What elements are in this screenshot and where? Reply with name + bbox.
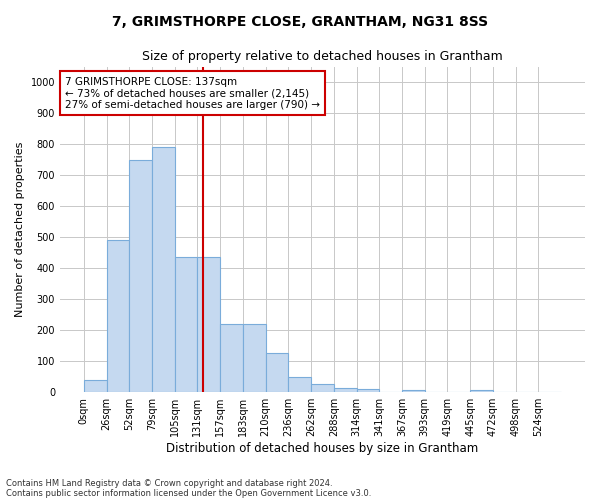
Bar — [197, 258, 220, 392]
Bar — [289, 376, 311, 392]
Bar — [220, 324, 243, 392]
Bar — [175, 258, 197, 392]
Bar — [311, 384, 334, 392]
Text: 7 GRIMSTHORPE CLOSE: 137sqm
← 73% of detached houses are smaller (2,145)
27% of : 7 GRIMSTHORPE CLOSE: 137sqm ← 73% of det… — [65, 76, 320, 110]
Title: Size of property relative to detached houses in Grantham: Size of property relative to detached ho… — [142, 50, 503, 63]
Bar — [356, 389, 379, 392]
X-axis label: Distribution of detached houses by size in Grantham: Distribution of detached houses by size … — [166, 442, 479, 455]
Bar — [243, 324, 266, 392]
Bar — [107, 240, 129, 392]
Bar — [470, 390, 493, 392]
Text: Contains public sector information licensed under the Open Government Licence v3: Contains public sector information licen… — [6, 488, 371, 498]
Bar — [129, 160, 152, 392]
Text: Contains HM Land Registry data © Crown copyright and database right 2024.: Contains HM Land Registry data © Crown c… — [6, 478, 332, 488]
Bar — [334, 388, 356, 392]
Text: 7, GRIMSTHORPE CLOSE, GRANTHAM, NG31 8SS: 7, GRIMSTHORPE CLOSE, GRANTHAM, NG31 8SS — [112, 15, 488, 29]
Bar — [402, 390, 425, 392]
Bar — [266, 354, 289, 392]
Bar — [84, 380, 107, 392]
Y-axis label: Number of detached properties: Number of detached properties — [15, 142, 25, 318]
Bar — [152, 148, 175, 392]
